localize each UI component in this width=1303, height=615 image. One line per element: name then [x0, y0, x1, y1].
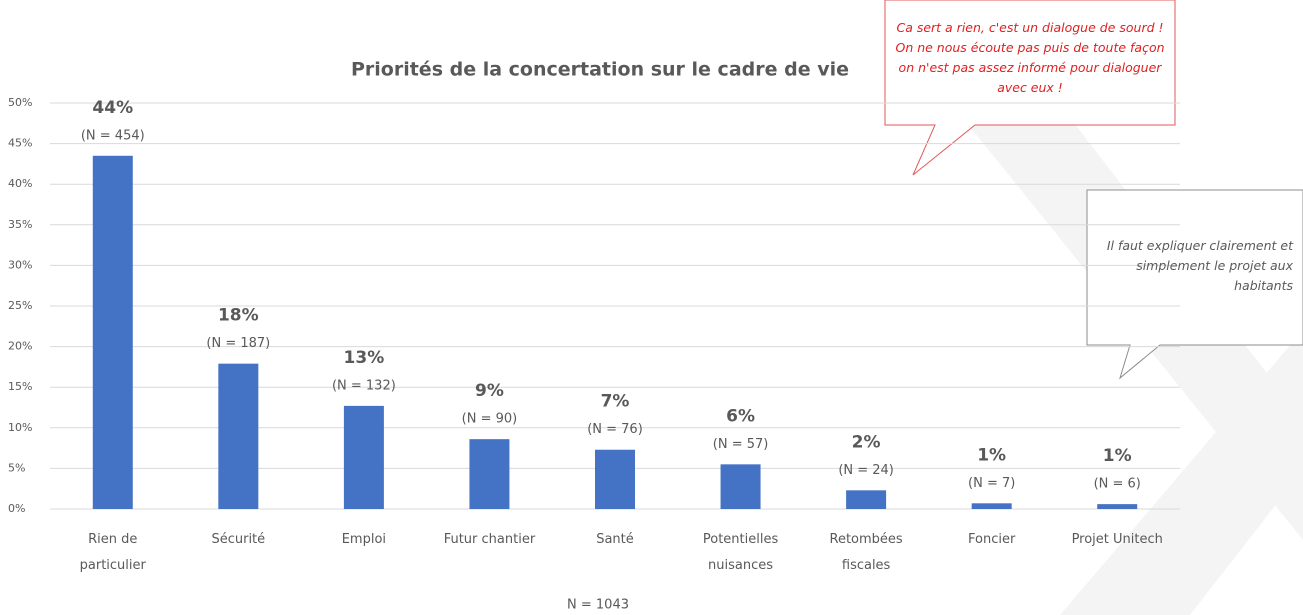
n-label: (N = 6) — [1094, 477, 1141, 492]
x-tick-label: Retombées fiscales — [829, 532, 903, 573]
n-label: (N = 57) — [713, 437, 769, 452]
n-label: (N = 132) — [332, 378, 396, 393]
value-label: 6% — [726, 406, 755, 426]
y-tick-label: 10% — [8, 421, 32, 434]
x-tick-label: Santé — [596, 532, 634, 547]
value-label: 1% — [977, 445, 1006, 465]
n-label: (N = 454) — [81, 128, 145, 143]
callout-text: Ca sert a rien, c'est un dialogue de sou… — [895, 20, 1165, 95]
x-tick-label: Sécurité — [211, 532, 266, 547]
bar — [720, 464, 761, 509]
x-tick-label: Projet Unitech — [1071, 532, 1163, 547]
value-label: 2% — [852, 432, 881, 452]
n-label: (N = 7) — [968, 476, 1015, 491]
bar — [971, 503, 1012, 509]
value-label: 7% — [601, 392, 630, 412]
x-tick-label: Emploi — [341, 532, 387, 547]
x-tick-label: Foncier — [968, 532, 1016, 547]
bar — [343, 405, 384, 509]
bar — [218, 363, 259, 509]
callout-bubble — [1086, 189, 1303, 380]
y-tick-label: 40% — [8, 177, 32, 190]
chart-title: Priorités de la concertation sur le cadr… — [351, 59, 849, 81]
y-tick-label: 30% — [8, 258, 32, 271]
callout-bubble — [884, 0, 1176, 176]
value-label: 18% — [218, 306, 259, 326]
value-label: 1% — [1103, 446, 1132, 466]
bar — [469, 439, 510, 509]
value-label: 9% — [475, 381, 504, 401]
watermark — [1060, 330, 1303, 615]
y-tick-label: 5% — [8, 461, 25, 474]
y-tick-label: 35% — [8, 218, 32, 231]
n-label: (N = 24) — [838, 463, 894, 478]
footnote: N = 1043 — [567, 598, 629, 613]
bar — [846, 490, 887, 509]
value-label: 13% — [344, 348, 385, 368]
bar — [595, 449, 635, 509]
value-label: 44% — [92, 98, 133, 118]
n-label: (N = 90) — [462, 412, 518, 427]
y-tick-label: 20% — [8, 340, 32, 353]
bar — [92, 155, 133, 509]
x-tick-label: Potentielles nuisances — [702, 532, 779, 573]
callout-text: Il faut expliquer clairement et simpleme… — [1106, 238, 1293, 293]
n-label: (N = 76) — [587, 422, 643, 437]
x-tick-label: Rien de particulier — [79, 532, 146, 573]
x-tick-label: Futur chantier — [443, 532, 536, 547]
y-tick-label: 25% — [8, 299, 32, 312]
y-tick-label: 15% — [8, 380, 32, 393]
n-label: (N = 187) — [206, 336, 270, 351]
bar — [1097, 504, 1138, 509]
y-tick-label: 45% — [8, 137, 32, 150]
y-tick-label: 0% — [8, 502, 25, 515]
y-tick-label: 50% — [8, 96, 32, 109]
